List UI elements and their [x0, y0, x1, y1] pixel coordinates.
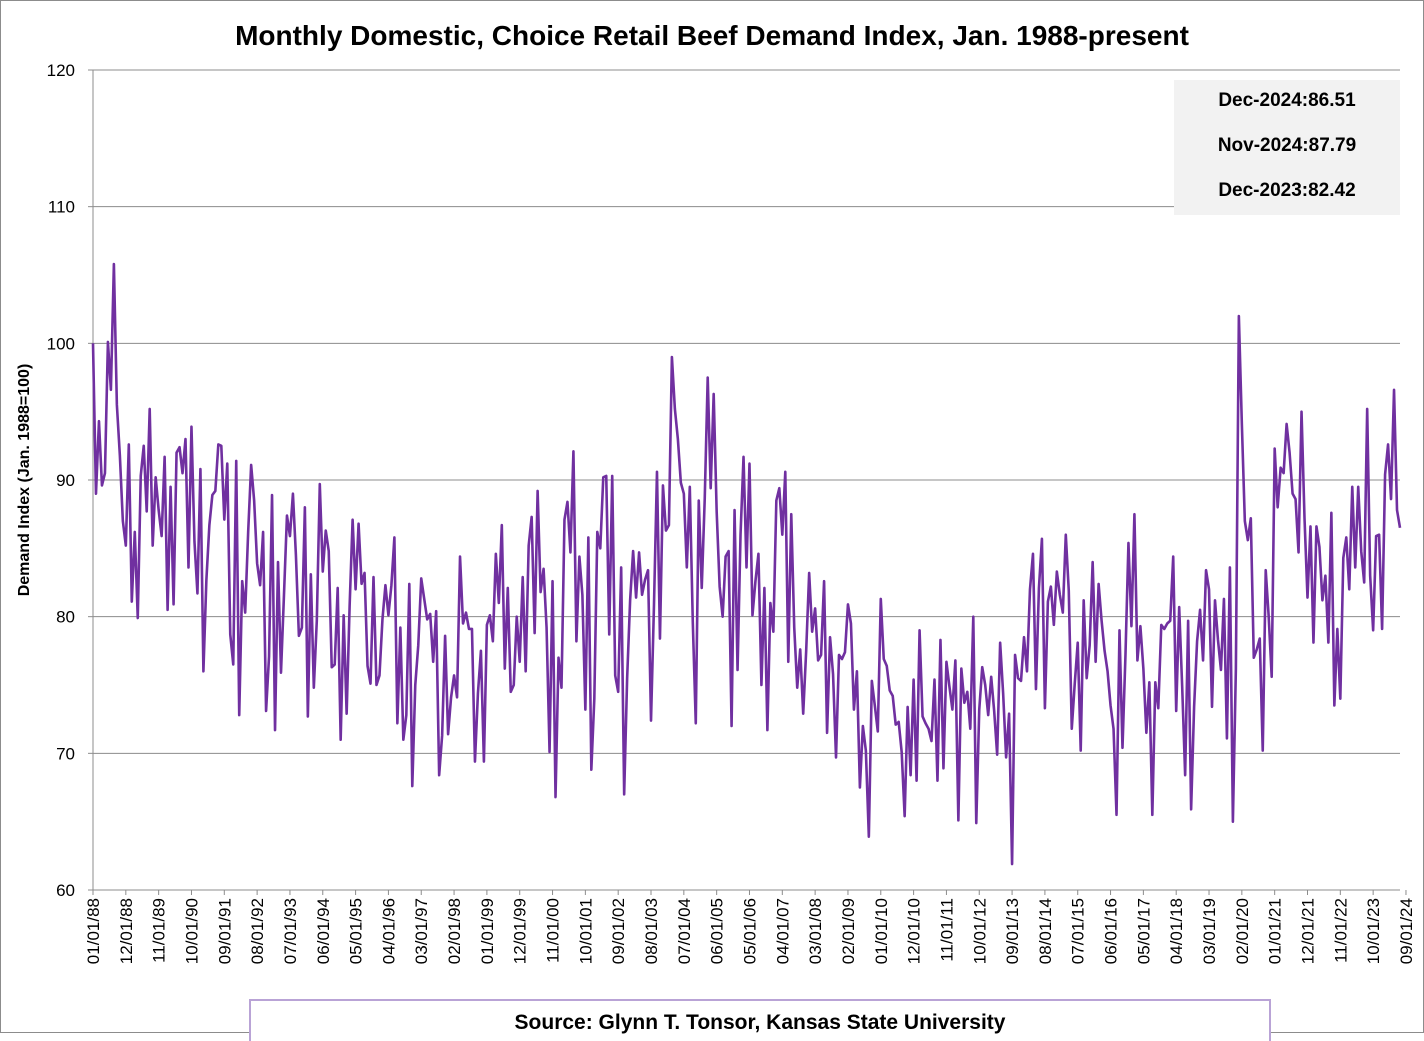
x-tick-label: 03/01/97	[412, 898, 431, 964]
x-tick-label: 06/01/05	[708, 898, 727, 964]
x-tick-label: 05/01/17	[1134, 898, 1153, 964]
axes	[88, 69, 1407, 895]
x-tick-label: 10/01/90	[182, 898, 201, 964]
latest-values-callout: Dec-2024:86.51 Nov-2024:87.79 Dec-2023:8…	[1174, 80, 1400, 215]
y-tick-label: 90	[56, 471, 75, 490]
y-tick-label: 60	[56, 881, 75, 900]
callout-label: Nov-2024:	[1217, 135, 1309, 156]
x-tick-label: 07/01/04	[675, 898, 694, 964]
x-tick-label: 12/01/88	[117, 898, 136, 964]
y-tick-label: 100	[47, 334, 75, 353]
x-tick-labels: 01/01/88 12/01/88 11/01/89 10/01/90 09/01/91…	[84, 898, 1416, 964]
x-tick-label: 03/01/08	[806, 898, 825, 964]
series-layer	[91, 262, 1402, 866]
y-axis-label: Demand Index (Jan. 1988=100)	[16, 363, 33, 597]
x-tick-label: 12/01/10	[905, 898, 924, 964]
source-box: Source: Glynn T. Tonsor, Kansas State Un…	[249, 999, 1271, 1041]
x-tick-label: 11/01/00	[544, 898, 563, 963]
source-text: Source: Glynn T. Tonsor, Kansas State Un…	[514, 1011, 1006, 1034]
x-tick-label: 12/01/99	[511, 898, 530, 964]
y-tick-labels: 60 70 80 90 100 110 120	[47, 61, 75, 900]
x-tick-label: 08/01/14	[1036, 898, 1055, 964]
x-tick-label: 08/01/92	[248, 898, 267, 964]
callout-row: Dec-2023:82.42	[1174, 180, 1400, 202]
y-tick-label: 80	[56, 608, 75, 627]
x-tick-label: 07/01/15	[1069, 898, 1088, 964]
callout-value: 86.51	[1308, 90, 1356, 111]
x-tick-label: 04/01/18	[1167, 898, 1186, 964]
x-tick-label: 02/01/98	[445, 898, 464, 964]
x-tick-label: 10/01/23	[1364, 898, 1383, 964]
x-tick-label: 10/01/12	[970, 898, 989, 964]
x-tick-label: 09/01/24	[1397, 898, 1416, 964]
callout-label: Dec-2024:	[1218, 90, 1309, 111]
callout-value: 82.42	[1308, 180, 1356, 201]
x-tick-label: 10/01/01	[576, 898, 595, 964]
x-tick-label: 12/01/21	[1298, 898, 1317, 964]
x-tick-label: 09/01/91	[215, 898, 234, 964]
x-tick-label: 01/01/88	[84, 898, 103, 964]
x-tick-label: 11/01/22	[1331, 898, 1350, 963]
x-tick-label: 06/01/94	[314, 898, 333, 964]
x-tick-label: 05/01/95	[347, 898, 366, 964]
y-tick-label: 110	[48, 198, 75, 217]
series-line	[91, 262, 1402, 866]
y-tick-label: 70	[56, 744, 75, 763]
x-tick-label: 11/01/89	[150, 898, 169, 963]
x-tick-label: 02/01/20	[1233, 898, 1252, 964]
chart-title: Monthly Domestic, Choice Retail Beef Dem…	[235, 20, 1189, 51]
x-tick-label: 02/01/09	[839, 898, 858, 964]
x-tick-label: 11/01/11	[937, 898, 956, 962]
x-tick-label: 04/01/07	[773, 898, 792, 964]
x-tick-label: 03/01/19	[1200, 898, 1219, 964]
x-tick-label: 05/01/06	[740, 898, 759, 964]
x-tick-label: 09/01/02	[609, 898, 628, 964]
callout-row: Dec-2024:86.51	[1174, 90, 1400, 112]
callout-value: 87.79	[1308, 135, 1357, 156]
x-tick-label: 01/01/21	[1266, 898, 1285, 964]
x-tick-label: 07/01/93	[281, 898, 300, 964]
x-tick-label: 09/01/13	[1003, 898, 1022, 964]
callout-row: Nov-2024:87.79	[1174, 135, 1400, 157]
y-tick-label: 120	[47, 61, 75, 80]
callout-label: Dec-2023:	[1218, 180, 1309, 201]
x-tick-label: 01/01/99	[478, 898, 497, 964]
x-tick-label: 01/01/10	[872, 898, 891, 964]
x-tick-label: 06/01/16	[1102, 898, 1121, 964]
x-tick-label: 08/01/03	[642, 898, 661, 964]
x-tick-label: 04/01/96	[379, 898, 398, 964]
